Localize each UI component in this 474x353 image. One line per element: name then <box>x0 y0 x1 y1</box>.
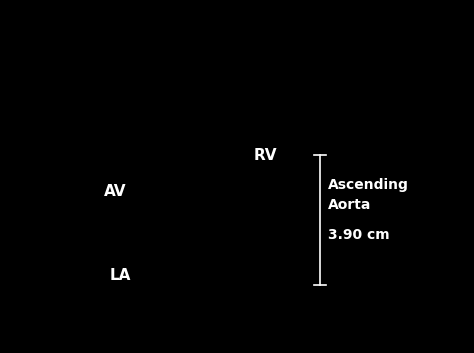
Text: LA: LA <box>109 268 131 282</box>
Text: 3.90 cm: 3.90 cm <box>328 228 390 242</box>
Text: AV: AV <box>104 185 126 199</box>
Text: RV: RV <box>253 148 277 162</box>
Text: Aorta: Aorta <box>328 198 371 212</box>
Text: Ascending: Ascending <box>328 178 409 192</box>
